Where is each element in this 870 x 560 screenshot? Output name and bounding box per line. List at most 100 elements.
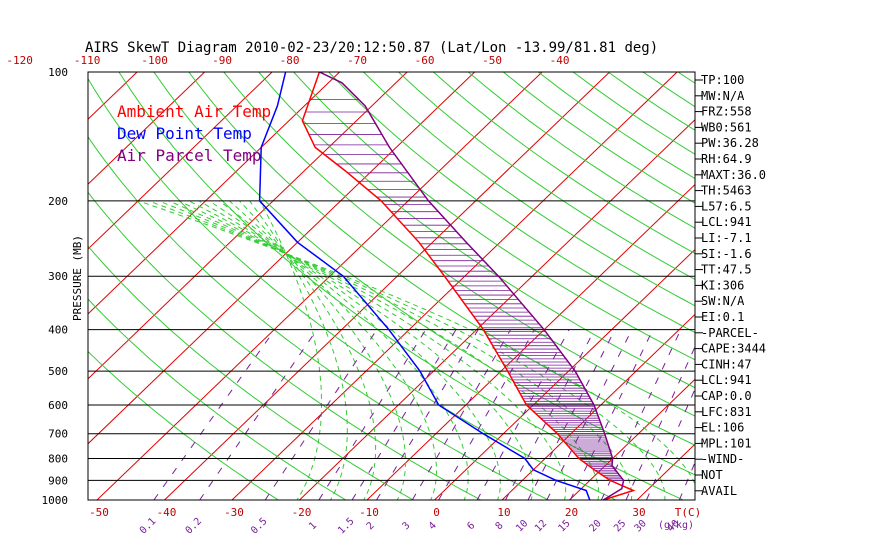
bottom-temp-tick-label: -50 bbox=[89, 506, 109, 519]
dry-adiabat bbox=[328, 72, 695, 334]
pressure-tick-label: 700 bbox=[48, 428, 68, 441]
bottom-temp-tick-label: -20 bbox=[292, 506, 312, 519]
mixing-ratio-line bbox=[318, 329, 427, 500]
dry-adiabat bbox=[88, 191, 482, 500]
moist-adiabat bbox=[158, 200, 633, 500]
stat-label: SI:-1.6 bbox=[701, 247, 752, 261]
mixing-ratio-line bbox=[351, 329, 457, 500]
dry-adiabat bbox=[88, 77, 617, 500]
legend-item: Air Parcel Temp bbox=[117, 146, 262, 165]
dry-adiabat bbox=[223, 72, 695, 417]
pressure-tick-label: 900 bbox=[48, 474, 68, 487]
mixing-ratio-tick-label: 0.5 bbox=[249, 516, 270, 537]
moist-adiabat bbox=[148, 200, 666, 500]
isotherm-line bbox=[501, 313, 695, 500]
stat-label: L57:6.5 bbox=[701, 199, 752, 213]
dry-adiabat bbox=[88, 135, 550, 500]
series-line-2 bbox=[319, 72, 625, 500]
isotherm-line bbox=[163, 72, 610, 500]
dry-adiabat bbox=[153, 72, 695, 476]
stat-label: PW:36.28 bbox=[701, 136, 759, 150]
mixing-ratio-line bbox=[505, 329, 596, 500]
top-temp-tick-label: -50 bbox=[482, 54, 502, 67]
stat-label: TT:47.5 bbox=[701, 263, 752, 277]
pressure-tick-label: 500 bbox=[48, 365, 68, 378]
mixing-ratio-line bbox=[625, 345, 695, 500]
pressure-tick-label: 400 bbox=[48, 324, 68, 337]
stat-label: EI:0.1 bbox=[701, 310, 744, 324]
mixing-ratio-line bbox=[376, 329, 479, 500]
bottom-temp-tick-label: -30 bbox=[224, 506, 244, 519]
stat-label: RH:64.9 bbox=[701, 152, 752, 166]
mixing-ratio-tick-label: 8 bbox=[494, 520, 506, 532]
isotherm-line bbox=[568, 378, 695, 500]
pressure-tick-label: 600 bbox=[48, 399, 68, 412]
top-temp-tick-label: -70 bbox=[347, 54, 367, 67]
legend-item: Dew Point Temp bbox=[117, 124, 252, 143]
dry-adiabat bbox=[293, 72, 695, 361]
isotherm-line bbox=[366, 183, 695, 500]
pressure-tick-label: 100 bbox=[48, 66, 68, 79]
moist-adiabat bbox=[188, 200, 534, 500]
mixing-ratio-tick-label: 30 bbox=[633, 518, 649, 534]
chart-title: AIRS SkewT Diagram 2010-02-23/20:12:50.8… bbox=[85, 40, 658, 56]
moist-adiabat bbox=[249, 200, 348, 500]
mixing-ratio-tick-label: 1.5 bbox=[336, 516, 357, 537]
series-line-0 bbox=[301, 72, 636, 500]
stat-label: AVAIL bbox=[701, 484, 737, 498]
bottom-temp-tick-label: 30 bbox=[632, 506, 645, 519]
pressure-tick-label: 300 bbox=[48, 270, 68, 283]
top-temp-tick-label: -90 bbox=[212, 54, 232, 67]
isotherm-line bbox=[88, 72, 205, 185]
top-temp-tick-label: -80 bbox=[280, 54, 300, 67]
legend-item: Ambient Air Temp bbox=[117, 102, 271, 121]
top-temp-tick-label: -60 bbox=[415, 54, 435, 67]
mixing-ratio-tick-label: 0.2 bbox=[184, 516, 205, 537]
stat-label: MAXT:36.0 bbox=[701, 168, 766, 182]
stat-label: -PARCEL- bbox=[701, 326, 759, 340]
dry-adiabat bbox=[502, 72, 695, 204]
mixing-ratio-tick-label: 6 bbox=[465, 520, 477, 532]
stat-label: CAPE:3444 bbox=[701, 342, 766, 356]
bottom-temp-tick-label: -40 bbox=[157, 506, 177, 519]
moist-adiabat bbox=[228, 200, 406, 500]
stat-label: CAP:0.0 bbox=[701, 389, 752, 403]
pressure-tick-label: 800 bbox=[48, 453, 68, 466]
stat-label: CINH:47 bbox=[701, 357, 752, 371]
pressure-tick-label: 200 bbox=[48, 195, 68, 208]
moist-adiabat bbox=[239, 200, 377, 500]
mixing-ratio-tick-label: 20 bbox=[587, 518, 603, 534]
moist-adiabat bbox=[137, 200, 695, 486]
moist-adiabat bbox=[198, 200, 501, 500]
isotherm-line bbox=[96, 72, 543, 500]
stat-label: LI:-7.1 bbox=[701, 231, 752, 245]
stat-label: LCL:941 bbox=[701, 373, 752, 387]
isotherm-line bbox=[433, 248, 695, 500]
moist-adiabat bbox=[168, 200, 600, 500]
mixing-ratio-tick-label: 3 bbox=[401, 520, 413, 532]
mixing-ratio-line bbox=[438, 329, 535, 500]
moist-adiabat bbox=[218, 200, 437, 500]
bottom-temp-tick-label: 0 bbox=[433, 506, 440, 519]
stat-label: KI:306 bbox=[701, 278, 744, 292]
stat-label: EL:106 bbox=[701, 421, 744, 435]
isotherm-line bbox=[298, 119, 695, 500]
series-line-1 bbox=[258, 72, 591, 500]
isotherm-line bbox=[88, 72, 475, 445]
stat-label: MPL:101 bbox=[701, 436, 752, 450]
dry-adiabat bbox=[363, 72, 695, 307]
plot-frame bbox=[87, 71, 696, 501]
top-temp-tick-label: -40 bbox=[550, 54, 570, 67]
mixing-ratio-line bbox=[411, 329, 511, 500]
mixing-ratio-line bbox=[264, 329, 378, 500]
top-temp-tick-label: -120 bbox=[6, 54, 33, 67]
stat-label: LCL:941 bbox=[701, 215, 752, 229]
mixing-ratio-tick-label: 15 bbox=[556, 518, 572, 534]
moist-adiabat bbox=[178, 200, 567, 500]
mixing-ratio-unit-label: (g/kg) bbox=[658, 520, 694, 531]
stat-label: -WIND- bbox=[701, 452, 744, 466]
mixing-ratio-line bbox=[569, 329, 654, 500]
stat-label: NOT bbox=[701, 468, 723, 482]
